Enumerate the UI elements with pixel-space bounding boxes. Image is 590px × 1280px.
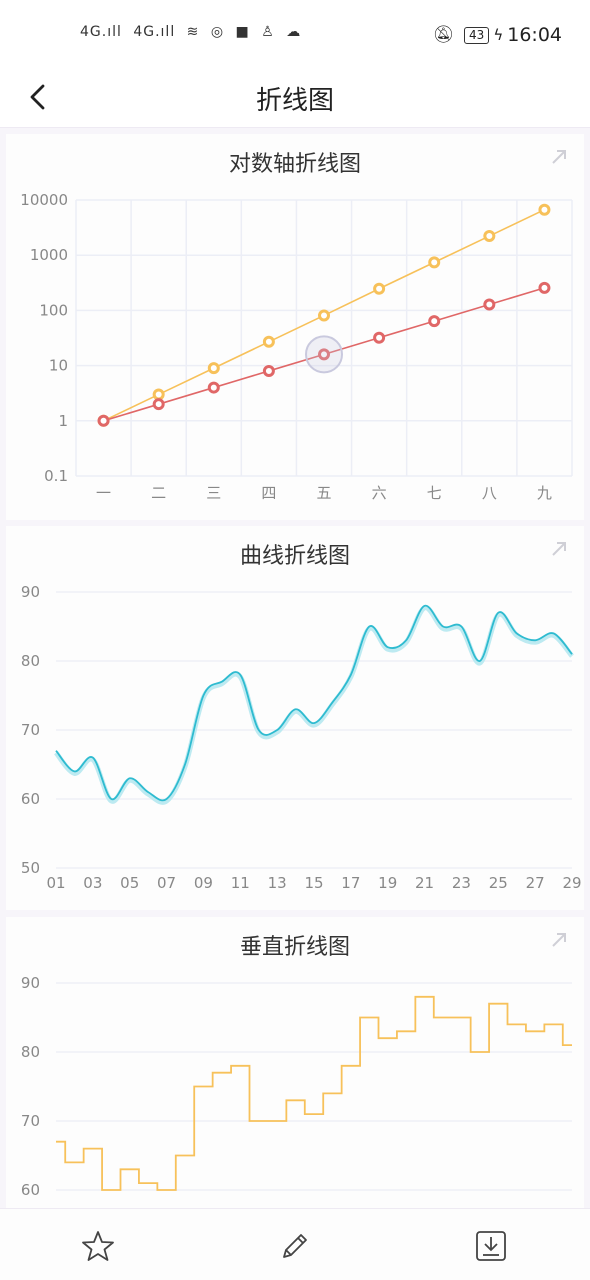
x-tick-label: 13: [268, 874, 287, 892]
y-tick-label: 90: [21, 974, 40, 992]
x-tick-label: 二: [151, 484, 166, 502]
x-tick-label: 27: [526, 874, 545, 892]
expand-arrow-icon[interactable]: [550, 148, 568, 166]
smooth-line-chart: 50 60 70 80 90 01 03 05 07 09 11 13 15 17 19 21 23 25 27 29: [21, 583, 582, 892]
data-point: [152, 398, 165, 411]
series-line: [55, 604, 573, 802]
x-tick-label: 21: [415, 874, 434, 892]
y-tick-label: 70: [21, 721, 40, 739]
star-icon[interactable]: [81, 1229, 115, 1263]
x-tick-label: 07: [157, 874, 176, 892]
clock: 16:04: [507, 24, 562, 46]
x-tick-label: 一: [96, 484, 111, 502]
expand-arrow-icon[interactable]: [550, 540, 568, 558]
qq-icon: ♙: [261, 24, 275, 40]
y-tick-label: 60: [21, 790, 40, 808]
x-tick-label: 三: [206, 484, 221, 502]
chevron-left-icon[interactable]: [22, 80, 56, 114]
data-point: [428, 315, 441, 328]
expand-arrow-icon[interactable]: [550, 931, 568, 949]
x-tick-label: 11: [231, 874, 250, 892]
y-tick-label: 10: [49, 357, 68, 375]
chat-icon: ☁: [286, 24, 302, 40]
data-point: [207, 362, 220, 375]
data-point: [483, 230, 496, 243]
log-line-chart: 0.1 1 10 100 1000 10000 一 二 三 四 五 六 七 八 九: [20, 191, 573, 502]
chart-title: 垂直折线图: [239, 935, 350, 960]
x-tick-label: 25: [489, 874, 508, 892]
status-icons-left: 4G.ıll 4G.ıll ≋ ◎ ■ ♙ ☁: [80, 24, 307, 40]
status-icons-right: 🔕︎ 43 ϟ 16:04: [432, 24, 562, 46]
x-tick-label: 17: [341, 874, 360, 892]
y-tick-label: 1: [58, 412, 68, 430]
bottom-toolbar: [0, 1208, 590, 1280]
data-point: [428, 256, 441, 269]
muted-bell-icon: 🔕︎: [432, 25, 455, 45]
app-bar: 折线图: [0, 72, 590, 128]
hover-highlight: [305, 335, 343, 374]
data-point: [318, 309, 330, 322]
charging-icon: ϟ: [493, 26, 504, 44]
y-tick-label: 10000: [20, 191, 68, 209]
x-tick-label: 29: [562, 874, 581, 892]
data-point: [483, 298, 496, 311]
camera-icon: ■: [235, 24, 250, 40]
x-tick-label: 六: [372, 484, 387, 502]
data-point: [97, 414, 110, 427]
download-icon[interactable]: [474, 1229, 508, 1263]
x-tick-label: 五: [316, 484, 331, 502]
data-point: [152, 388, 165, 401]
x-tick-label: 03: [83, 874, 102, 892]
series-line: [56, 995, 572, 1191]
x-tick-label: 四: [261, 484, 276, 502]
x-tick-label: 九: [537, 484, 552, 502]
x-tick-label: 八: [482, 484, 497, 502]
y-tick-label: 80: [21, 652, 40, 670]
y-tick-label: 0.1: [44, 467, 68, 485]
x-tick-label: 19: [378, 874, 397, 892]
data-point: [538, 281, 551, 294]
battery-level: 43: [464, 26, 490, 44]
x-tick-label: 01: [46, 874, 65, 892]
status-bar: 4G.ıll 4G.ıll ≋ ◎ ■ ♙ ☁ 🔕︎ 43 ϟ 16:04: [0, 0, 590, 72]
pencil-icon[interactable]: [278, 1229, 312, 1263]
series-line-shadow: [54, 605, 574, 805]
step-line-chart: 60 70 80 90: [21, 974, 572, 1199]
page-title: 折线图: [255, 86, 334, 116]
chart-title: 对数轴折线图: [228, 152, 361, 177]
data-point: [207, 381, 220, 394]
wifi-icon: ≋: [186, 24, 200, 40]
data-point: [318, 348, 330, 361]
x-tick-label: 23: [452, 874, 471, 892]
y-tick-label: 70: [21, 1112, 40, 1130]
y-tick-label: 50: [21, 859, 40, 877]
signal-indicator-1: 4G.ıll: [80, 24, 122, 40]
step-chart-card[interactable]: 垂直折线图 60 70 80 90: [6, 917, 584, 1208]
data-point: [373, 282, 386, 295]
log-chart-card[interactable]: 对数轴折线图 0.1 1 10 100 1000 10000 一 二 三 四 五 六 七 八 九: [6, 134, 584, 520]
x-tick-label: 05: [120, 874, 139, 892]
sync-icon: ◎: [210, 24, 225, 40]
data-point: [262, 364, 275, 377]
y-tick-label: 1000: [30, 246, 68, 264]
data-point: [373, 331, 386, 344]
x-tick-label: 15: [304, 874, 323, 892]
y-tick-label: 90: [21, 583, 40, 601]
smooth-chart-card[interactable]: 曲线折线图 50 60 70 80 90 01 03 05 07 09 11 13 15 17 19 21 23…: [6, 526, 584, 910]
x-tick-label: 七: [427, 484, 442, 502]
x-tick-label: 09: [194, 874, 213, 892]
signal-indicator-2: 4G.ıll: [133, 24, 176, 40]
y-tick-label: 60: [21, 1181, 40, 1199]
data-point: [538, 203, 551, 216]
data-point: [262, 335, 275, 348]
y-tick-label: 100: [39, 301, 68, 319]
y-tick-label: 80: [21, 1043, 40, 1061]
chart-title: 曲线折线图: [239, 544, 350, 569]
